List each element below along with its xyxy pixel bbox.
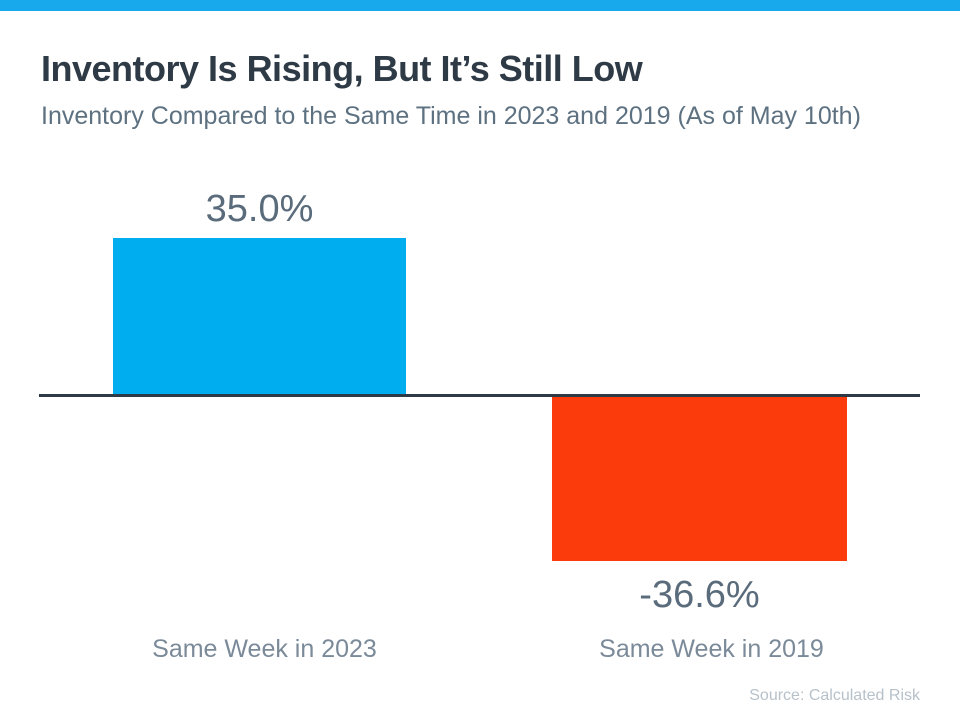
category-label-2023: Same Week in 2023 [152,635,377,663]
page-subtitle: Inventory Compared to the Same Time in 2… [41,102,861,130]
zero-baseline [39,394,920,397]
category-label-2019: Same Week in 2019 [599,635,824,663]
bar-2023 [113,238,406,395]
bar-2019 [552,397,847,561]
accent-top-strip [0,0,960,11]
page-title: Inventory Is Rising, But It’s Still Low [41,48,643,89]
source-credit: Source: Calculated Risk [749,687,920,704]
bar-value-label-2023: 35.0% [205,188,314,230]
bar-value-label-2019: -36.6% [639,574,760,616]
